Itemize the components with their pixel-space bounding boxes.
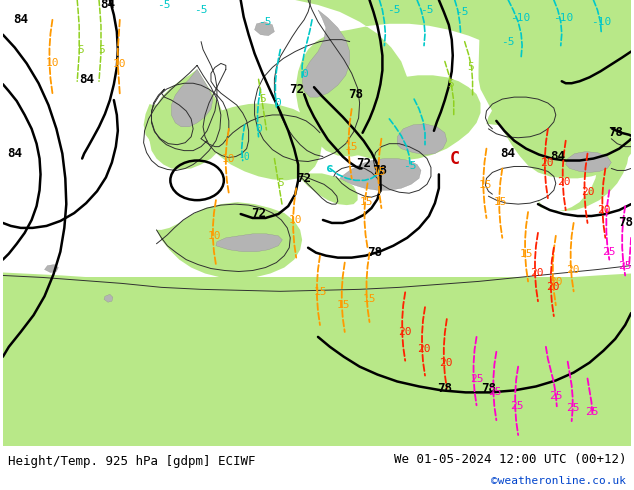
Text: -5: -5 [258,17,271,27]
Text: 20: 20 [557,177,571,187]
Text: 5: 5 [259,94,266,104]
Text: 10: 10 [113,59,127,70]
Text: -10: -10 [592,17,612,27]
Text: Height/Temp. 925 hPa [gdpm] ECIWF: Height/Temp. 925 hPa [gdpm] ECIWF [8,455,255,468]
Text: 78: 78 [618,217,633,229]
Text: -5: -5 [455,7,469,17]
Text: 84: 84 [550,150,566,163]
Text: 15: 15 [345,142,358,151]
Text: -5: -5 [387,5,401,15]
Text: c: c [326,162,333,175]
Text: 20: 20 [598,205,611,215]
Text: 0: 0 [302,69,309,79]
Text: 84: 84 [100,0,115,11]
Polygon shape [143,104,184,150]
Polygon shape [3,277,631,446]
Text: 20: 20 [398,327,412,337]
Text: 10: 10 [288,215,302,225]
Text: 10: 10 [208,231,222,241]
Text: 72: 72 [295,172,311,185]
Text: 78: 78 [437,382,452,395]
Text: 78: 78 [481,382,496,395]
Polygon shape [300,173,358,205]
Text: -10: -10 [510,13,530,23]
Text: -0: -0 [239,151,250,162]
Polygon shape [44,265,58,272]
Text: 25: 25 [585,407,598,417]
Text: 78: 78 [372,164,387,177]
Text: 15: 15 [313,287,327,297]
Text: 15: 15 [363,294,376,304]
Text: 20: 20 [540,158,553,169]
Text: 25: 25 [489,388,502,397]
Polygon shape [157,202,302,279]
Text: 20: 20 [581,187,594,197]
Text: 15: 15 [373,168,386,177]
Text: 78: 78 [608,126,623,139]
Text: We 01-05-2024 12:00 UTC (00+12): We 01-05-2024 12:00 UTC (00+12) [394,453,626,466]
Text: 20: 20 [566,265,579,274]
Text: -10: -10 [553,13,573,23]
Polygon shape [191,103,322,180]
Text: 5: 5 [277,178,283,188]
Polygon shape [104,294,113,302]
Text: 25: 25 [470,373,483,384]
Text: 84: 84 [80,73,94,86]
Polygon shape [479,0,631,178]
Text: 10: 10 [46,58,59,69]
Text: 72: 72 [356,157,371,170]
Polygon shape [295,0,631,211]
Text: 20: 20 [530,269,544,278]
Text: 84: 84 [13,13,29,26]
Text: 25: 25 [510,401,524,411]
Text: 15: 15 [479,180,492,190]
Text: 84: 84 [500,147,515,160]
Text: 5: 5 [99,45,105,54]
Text: 25: 25 [618,261,632,270]
Text: -5: -5 [403,162,417,172]
Polygon shape [171,70,213,127]
Polygon shape [255,22,275,36]
Text: 5: 5 [77,45,84,54]
Text: 72: 72 [251,207,266,220]
Text: 20: 20 [439,358,453,368]
Polygon shape [302,10,350,97]
Polygon shape [148,103,189,154]
Text: ©weatheronline.co.uk: ©weatheronline.co.uk [491,476,626,486]
Text: 5: 5 [467,62,474,73]
Text: 84: 84 [7,147,22,160]
Polygon shape [216,234,282,252]
Text: 10: 10 [222,153,236,164]
Text: 15: 15 [337,300,351,310]
Polygon shape [398,124,447,154]
Text: 20: 20 [417,344,430,354]
Text: 25: 25 [602,246,616,257]
Polygon shape [150,70,227,170]
Polygon shape [318,75,481,161]
Text: 78: 78 [348,88,363,100]
Text: -5: -5 [157,0,170,10]
Text: 15: 15 [493,197,507,207]
Text: 0: 0 [274,98,281,108]
Text: 78: 78 [367,246,382,259]
Text: 15: 15 [359,197,373,207]
Text: C: C [450,149,460,168]
Text: 72: 72 [288,83,304,96]
Text: 5: 5 [448,79,454,89]
Text: 15: 15 [519,248,533,259]
Text: -5: -5 [501,37,515,47]
Text: 25: 25 [566,403,579,413]
Text: -5: -5 [420,5,434,15]
Polygon shape [566,151,611,172]
Polygon shape [340,159,421,190]
Text: 20: 20 [546,282,560,293]
Text: 0: 0 [255,124,262,134]
Text: 20: 20 [549,277,562,288]
Polygon shape [3,272,631,446]
Text: -5: -5 [194,5,208,15]
Text: 25: 25 [549,392,562,401]
